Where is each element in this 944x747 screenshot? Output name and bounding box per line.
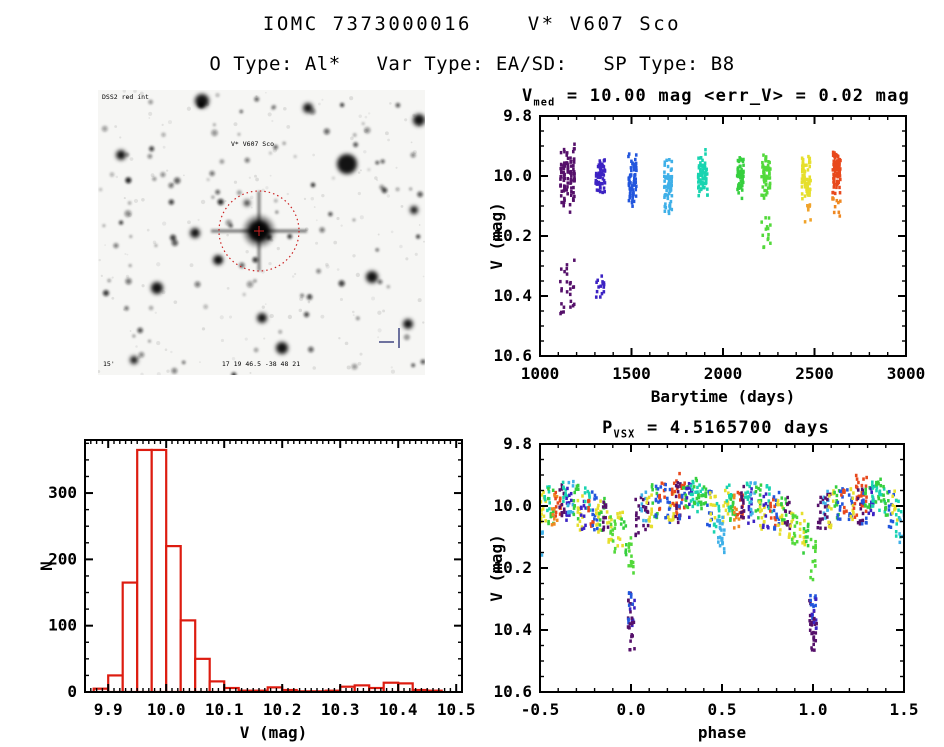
axes <box>84 439 463 693</box>
scale-label: 15' <box>103 360 115 368</box>
x-tick-label: 10.3 <box>321 700 360 719</box>
y-axis-label: V (mag) <box>490 202 506 269</box>
axes <box>539 443 905 693</box>
axis-labels: 1000 1500 2000 2500 3000 9.8 10.0 10.2 10.4 10.6 B… <box>490 106 925 406</box>
data-points <box>92 448 443 692</box>
finding-chart-image: DSS2 red int V* V607 Sco 17 19 46.5 -38 48… <box>98 90 425 375</box>
y-tick-label: 100 <box>48 616 77 635</box>
x-tick-label: 1500 <box>612 364 651 383</box>
x-tick-label: 1000 <box>521 364 560 383</box>
axes <box>539 115 907 357</box>
y-tick-label: 9.8 <box>503 106 532 125</box>
page-title: IOMC 7373000016 V* V607 Sco <box>262 13 682 35</box>
data-points <box>540 471 904 652</box>
y-axis-label: V (mag) <box>490 534 506 601</box>
data-points <box>559 142 842 316</box>
y-tick-label: 0 <box>67 682 77 701</box>
star-field <box>98 90 425 375</box>
x-tick-label: 9.9 <box>94 700 123 719</box>
x-axis-label: Barytime (days) <box>651 387 796 406</box>
x-tick-label: 0.5 <box>708 700 737 719</box>
x-tick-label: -0.5 <box>521 700 560 719</box>
y-tick-label: 10.6 <box>493 682 532 701</box>
page-subtitle: O Type: Al* Var Type: EA/SD: SP Type: B8 <box>209 53 735 75</box>
y-tick-label: 9.8 <box>503 434 532 453</box>
y-tick-label: 10.4 <box>493 286 532 305</box>
y-tick-label: 10.2 <box>493 558 532 577</box>
x-tick-label: 2500 <box>795 364 834 383</box>
survey-label: DSS2 red int <box>102 93 149 101</box>
lightcurve-plot: 1000 1500 2000 2500 3000 9.8 10.0 10.2 10.4 10.6 B… <box>490 106 925 406</box>
y-axis-label: N <box>40 561 56 571</box>
y-tick-label: 10.0 <box>493 166 532 185</box>
x-axis-label: phase <box>698 723 746 742</box>
phase-title: PVSX = 4.5165700 days <box>602 418 830 441</box>
axis-labels: 9.9 10.0 10.1 10.2 10.3 10.4 10.5 0 100 200 300 V (… <box>40 483 475 742</box>
y-tick-label: 300 <box>48 483 77 502</box>
y-tick-label: 10.2 <box>493 226 532 245</box>
histogram-plot: 9.9 10.0 10.1 10.2 10.3 10.4 10.5 0 100 200 300 V (… <box>40 439 475 742</box>
y-tick-label: 10.0 <box>493 496 532 515</box>
x-axis-label: V (mag) <box>240 723 307 742</box>
target-name-label: V* V607 Sco <box>231 140 274 148</box>
x-tick-label: 10.1 <box>205 700 244 719</box>
x-tick-label: 0.0 <box>617 700 646 719</box>
x-tick-label: 10.5 <box>437 700 476 719</box>
x-tick-label: 10.2 <box>263 700 302 719</box>
lightcurve-title: Vmed = 10.00 mag <err_V> = 0.02 mag <box>522 86 910 109</box>
x-tick-label: 1.0 <box>799 700 828 719</box>
x-tick-label: 10.0 <box>147 700 186 719</box>
y-tick-label: 10.6 <box>493 346 532 365</box>
x-tick-label: 2000 <box>704 364 743 383</box>
y-tick-label: 200 <box>48 549 77 568</box>
compass-icon <box>379 328 400 348</box>
target-marker <box>218 190 300 272</box>
x-tick-label: 3000 <box>887 364 926 383</box>
coordinates-label: 17 19 46.5 -38 48 21 <box>222 360 300 368</box>
y-tick-label: 10.4 <box>493 620 532 639</box>
x-tick-label: 10.4 <box>379 700 418 719</box>
phase-plot: -0.5 0.0 0.5 1.0 1.5 9.8 10.0 10.2 10.4 10.6 phase… <box>490 434 918 742</box>
x-tick-label: 1.5 <box>890 700 919 719</box>
axis-labels: -0.5 0.0 0.5 1.0 1.5 9.8 10.0 10.2 10.4 10.6 phase… <box>490 434 918 742</box>
